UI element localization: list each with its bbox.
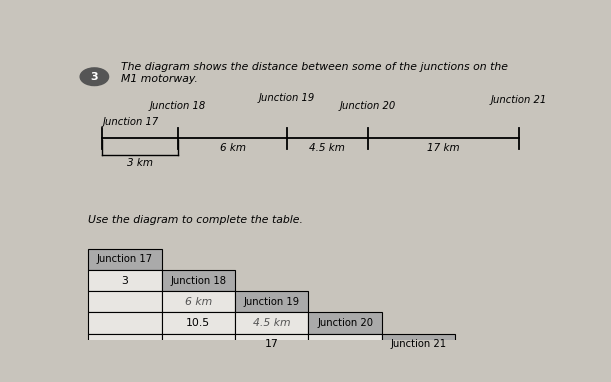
- Text: 4.5 km: 4.5 km: [253, 318, 290, 328]
- Text: Use the diagram to complete the table.: Use the diagram to complete the table.: [88, 215, 303, 225]
- Text: 3 km: 3 km: [127, 158, 153, 168]
- Text: 4.5 km: 4.5 km: [309, 143, 345, 153]
- Text: Junction 20: Junction 20: [317, 318, 373, 328]
- Bar: [161, 312, 235, 333]
- Text: 17 km: 17 km: [427, 143, 459, 153]
- Text: Junction 20: Junction 20: [340, 100, 396, 110]
- Text: Junction 18: Junction 18: [170, 275, 226, 286]
- Bar: [88, 312, 161, 333]
- Bar: [382, 333, 455, 354]
- Bar: [309, 312, 382, 333]
- Bar: [88, 270, 161, 291]
- Circle shape: [80, 68, 109, 86]
- Text: 6 km: 6 km: [219, 143, 246, 153]
- Text: 17: 17: [265, 339, 279, 349]
- Text: Junction 21: Junction 21: [390, 339, 447, 349]
- Text: M1 motorway.: M1 motorway.: [122, 74, 198, 84]
- Text: 3: 3: [90, 72, 98, 82]
- Text: Junction 17: Junction 17: [103, 117, 159, 127]
- Bar: [88, 249, 161, 270]
- Text: Junction 21: Junction 21: [491, 95, 547, 105]
- Text: The diagram shows the distance between some of the junctions on the: The diagram shows the distance between s…: [122, 62, 508, 72]
- Bar: [161, 291, 235, 312]
- Text: 6 km: 6 km: [185, 297, 212, 307]
- Text: Junction 19: Junction 19: [259, 93, 315, 103]
- Bar: [235, 333, 309, 354]
- Text: Junction 19: Junction 19: [244, 297, 300, 307]
- Text: 10.5: 10.5: [186, 318, 210, 328]
- Text: 3: 3: [122, 275, 128, 286]
- Bar: [88, 291, 161, 312]
- Bar: [88, 333, 161, 354]
- Bar: [235, 312, 309, 333]
- Bar: [235, 291, 309, 312]
- Text: Junction 17: Junction 17: [97, 254, 153, 264]
- Bar: [161, 333, 235, 354]
- Bar: [161, 270, 235, 291]
- Text: Junction 18: Junction 18: [150, 100, 207, 110]
- Bar: [309, 333, 382, 354]
